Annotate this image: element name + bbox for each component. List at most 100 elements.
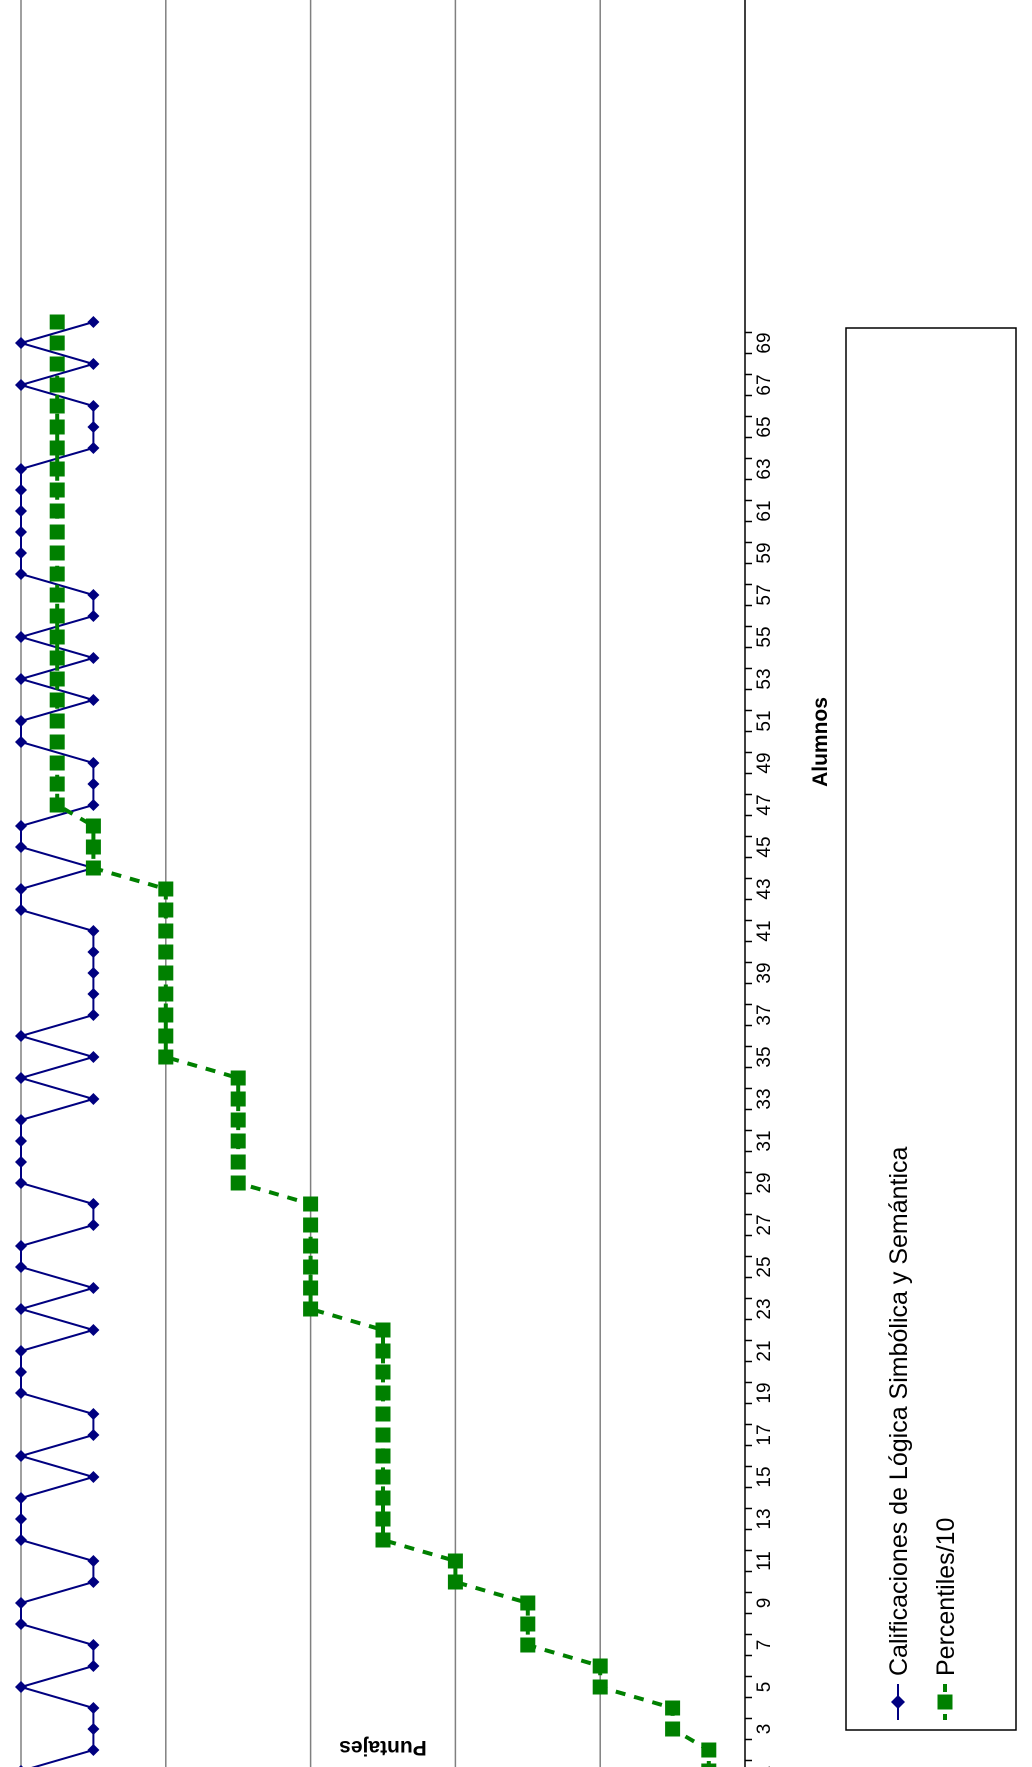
data-point bbox=[15, 1030, 27, 1042]
data-point bbox=[87, 1009, 100, 1021]
data-point bbox=[520, 1637, 536, 1653]
data-point bbox=[87, 1093, 100, 1105]
data-point bbox=[158, 1028, 174, 1044]
x-tick-label: 49 bbox=[754, 752, 775, 773]
data-point bbox=[15, 1492, 27, 1504]
data-point bbox=[15, 463, 27, 475]
data-point bbox=[375, 1532, 391, 1548]
data-point bbox=[15, 337, 27, 349]
x-tick-label: 43 bbox=[754, 878, 775, 899]
x-tick-label: 13 bbox=[754, 1508, 775, 1529]
data-point bbox=[49, 440, 65, 456]
data-point bbox=[15, 1114, 27, 1126]
data-point bbox=[15, 1513, 27, 1525]
data-point bbox=[15, 1681, 27, 1693]
data-point bbox=[49, 650, 65, 666]
data-point bbox=[303, 1196, 319, 1212]
x-tick-label: 67 bbox=[754, 374, 775, 395]
data-point bbox=[85, 818, 101, 834]
data-point bbox=[49, 545, 65, 561]
data-point bbox=[49, 671, 65, 687]
data-point bbox=[15, 526, 27, 538]
data-point bbox=[87, 988, 100, 1000]
data-point bbox=[303, 1217, 319, 1233]
x-tick-label: 41 bbox=[754, 920, 775, 941]
data-point bbox=[230, 1133, 246, 1149]
data-point bbox=[665, 1700, 681, 1716]
data-point bbox=[87, 1324, 100, 1336]
data-point bbox=[87, 925, 100, 937]
data-point bbox=[49, 356, 65, 372]
data-point bbox=[49, 524, 65, 540]
data-point bbox=[87, 442, 100, 454]
x-tick-label: 47 bbox=[754, 794, 775, 815]
data-point bbox=[447, 1553, 463, 1569]
data-point bbox=[15, 1156, 27, 1168]
data-point bbox=[15, 1135, 27, 1147]
data-point bbox=[15, 883, 27, 895]
data-point bbox=[230, 1070, 246, 1086]
data-point bbox=[375, 1343, 391, 1359]
data-point bbox=[49, 419, 65, 435]
data-point bbox=[49, 482, 65, 498]
data-point bbox=[85, 860, 101, 876]
data-point bbox=[15, 1177, 27, 1189]
data-point bbox=[49, 629, 65, 645]
data-point bbox=[375, 1490, 391, 1506]
x-tick-label: 51 bbox=[754, 710, 775, 731]
legend-entry: Calificaciones de Lógica Simbólica y Sem… bbox=[885, 1146, 913, 1720]
data-point bbox=[87, 1576, 100, 1588]
data-point bbox=[87, 1219, 100, 1231]
data-point bbox=[49, 797, 65, 813]
series-line bbox=[17, 321, 97, 1767]
data-point bbox=[87, 358, 100, 370]
data-point bbox=[87, 1660, 100, 1672]
data-point bbox=[303, 1238, 319, 1254]
data-point bbox=[15, 841, 27, 853]
data-point bbox=[49, 608, 65, 624]
data-point bbox=[49, 755, 65, 771]
x-tick-label: 59 bbox=[754, 542, 775, 563]
data-point bbox=[49, 398, 65, 414]
data-point bbox=[375, 1427, 391, 1443]
data-point bbox=[87, 421, 100, 433]
x-tick-label: 55 bbox=[754, 626, 775, 647]
data-point bbox=[15, 1366, 27, 1378]
data-point bbox=[87, 316, 100, 328]
data-point bbox=[49, 776, 65, 792]
data-point bbox=[49, 566, 65, 582]
x-tick-label: 61 bbox=[754, 500, 775, 521]
data-point bbox=[15, 568, 27, 580]
data-point bbox=[87, 946, 100, 958]
data-point bbox=[15, 736, 27, 748]
x-tick-label: 57 bbox=[754, 584, 775, 605]
data-point bbox=[303, 1301, 319, 1317]
data-point bbox=[230, 1112, 246, 1128]
data-point bbox=[701, 1763, 717, 1767]
x-tick-label: 27 bbox=[754, 1214, 775, 1235]
data-point bbox=[49, 377, 65, 393]
data-point bbox=[15, 820, 27, 832]
data-point bbox=[15, 1597, 27, 1609]
data-point bbox=[15, 1303, 27, 1315]
x-tick-label: 23 bbox=[754, 1298, 775, 1319]
data-point bbox=[15, 547, 27, 559]
x-tick-label: 53 bbox=[754, 668, 775, 689]
data-point bbox=[158, 923, 174, 939]
data-point bbox=[230, 1175, 246, 1191]
x-axis-title: Alumnos bbox=[809, 697, 832, 787]
x-tick-label: 21 bbox=[754, 1340, 775, 1361]
data-point bbox=[303, 1259, 319, 1275]
data-point bbox=[230, 1154, 246, 1170]
data-point bbox=[87, 589, 100, 601]
data-point bbox=[49, 503, 65, 519]
axes bbox=[744, 0, 746, 1767]
data-point bbox=[85, 839, 101, 855]
data-point bbox=[49, 587, 65, 603]
data-point bbox=[87, 1282, 100, 1294]
data-point bbox=[87, 967, 100, 979]
data-point bbox=[15, 1387, 27, 1399]
data-point bbox=[158, 944, 174, 960]
x-tick-label: 35 bbox=[754, 1046, 775, 1067]
